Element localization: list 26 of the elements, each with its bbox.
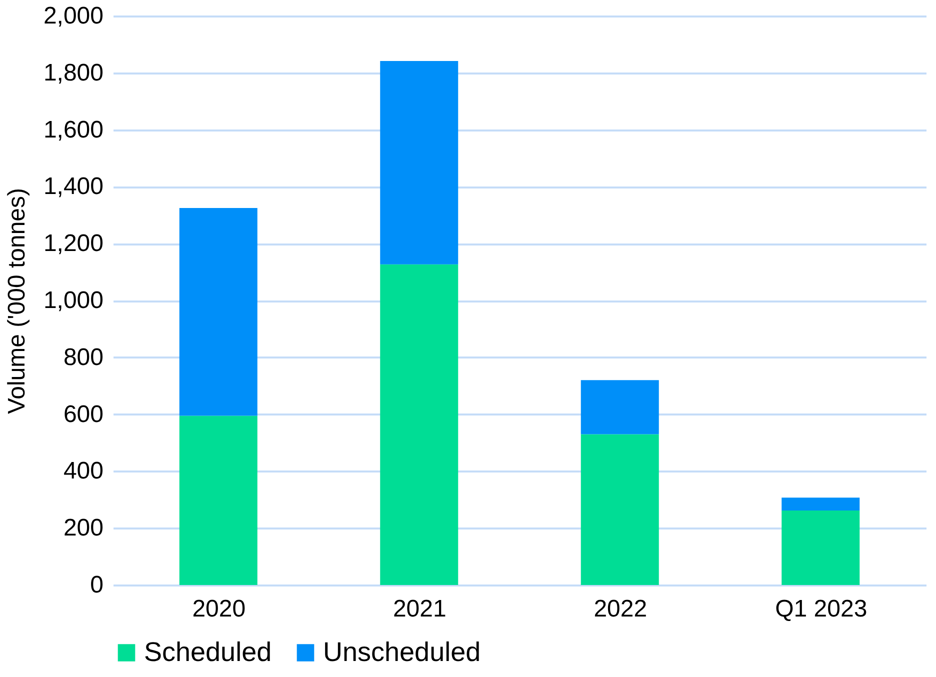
legend-label: Scheduled xyxy=(144,636,272,667)
y-tick-label: 1,000 xyxy=(43,287,104,314)
y-tick-label: 2,000 xyxy=(43,2,104,30)
y-tick-label: 1,600 xyxy=(43,116,104,144)
y-tick-label: 600 xyxy=(63,400,104,428)
y-tick-label: 0 xyxy=(90,572,104,598)
bar xyxy=(179,208,258,416)
bar xyxy=(782,498,860,510)
bar xyxy=(380,60,458,264)
y-tick-label: 1,400 xyxy=(43,173,104,200)
bar xyxy=(580,434,659,585)
bar xyxy=(782,510,860,585)
y-tick-label: 1,800 xyxy=(43,59,104,86)
bar xyxy=(179,416,258,585)
y-tick-label: 800 xyxy=(63,344,104,371)
y-tick-label: 200 xyxy=(63,514,104,542)
x-tick-label: Q1 2023 xyxy=(775,596,868,622)
x-tick-label: 2022 xyxy=(594,596,648,622)
y-tick-label: 1,200 xyxy=(43,230,104,258)
x-tick-label: 2021 xyxy=(392,596,446,622)
legend-label: Unscheduled xyxy=(323,636,481,667)
bar xyxy=(580,380,659,434)
y-axis-title: Volume ('000 tonnes) xyxy=(3,188,30,414)
y-tick-label: 400 xyxy=(63,458,104,485)
bar xyxy=(380,264,458,585)
x-tick-label: 2020 xyxy=(192,596,246,622)
